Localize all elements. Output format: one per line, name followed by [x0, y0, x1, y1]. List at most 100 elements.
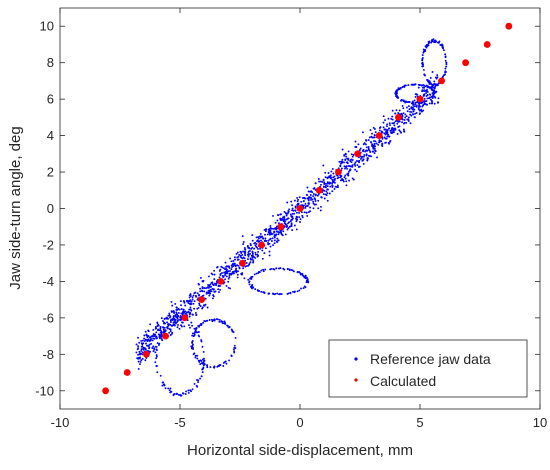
- reference-point: [370, 141, 373, 144]
- reference-point: [232, 348, 235, 351]
- reference-point: [200, 340, 203, 343]
- reference-point: [210, 290, 213, 293]
- reference-point: [222, 275, 225, 278]
- reference-point: [196, 292, 199, 295]
- reference-point: [168, 389, 171, 392]
- reference-point: [436, 74, 439, 77]
- reference-point: [191, 340, 194, 342]
- reference-point: [345, 155, 348, 158]
- reference-point: [373, 136, 376, 139]
- reference-point: [414, 103, 417, 106]
- reference-point: [138, 353, 141, 356]
- reference-point: [344, 177, 347, 180]
- reference-point: [265, 228, 268, 231]
- reference-point: [196, 331, 199, 334]
- reference-point: [281, 234, 284, 237]
- reference-point: [402, 107, 405, 110]
- reference-point: [208, 319, 211, 321]
- reference-point: [192, 294, 195, 297]
- reference-point: [413, 108, 416, 111]
- reference-point: [175, 306, 178, 309]
- reference-point: [180, 308, 183, 310]
- calculated-point: [296, 205, 304, 212]
- reference-point: [190, 321, 193, 324]
- reference-point: [306, 214, 309, 217]
- reference-point: [218, 269, 221, 272]
- reference-point: [201, 290, 204, 293]
- reference-point: [431, 84, 434, 87]
- reference-point: [169, 328, 172, 331]
- reference-point: [302, 275, 305, 277]
- reference-point: [421, 105, 424, 108]
- reference-point: [429, 76, 432, 79]
- reference-point: [156, 325, 159, 327]
- reference-point: [261, 235, 264, 238]
- reference-point: [422, 50, 425, 53]
- reference-point: [244, 265, 247, 268]
- reference-point: [431, 71, 434, 73]
- reference-point: [249, 249, 251, 252]
- calculated-point: [483, 41, 491, 48]
- reference-point: [192, 302, 195, 305]
- reference-point: [304, 286, 307, 289]
- reference-point: [190, 390, 193, 393]
- reference-point: [148, 347, 151, 350]
- reference-point: [339, 179, 342, 182]
- reference-point: [246, 258, 249, 261]
- reference-point: [392, 128, 395, 130]
- reference-point: [231, 266, 233, 268]
- reference-point: [407, 84, 410, 87]
- reference-point: [183, 325, 186, 328]
- reference-point: [326, 192, 329, 195]
- reference-point: [311, 198, 314, 201]
- reference-point: [276, 214, 279, 216]
- reference-point: [154, 327, 157, 330]
- reference-point: [262, 237, 264, 240]
- reference-point: [372, 136, 375, 139]
- reference-point: [329, 185, 332, 188]
- reference-point: [444, 53, 447, 56]
- reference-point: [416, 93, 419, 96]
- reference-point: [326, 182, 328, 185]
- reference-point: [290, 218, 293, 221]
- reference-point: [358, 165, 361, 168]
- reference-point: [421, 90, 424, 93]
- reference-point: [233, 346, 236, 349]
- reference-point: [323, 197, 326, 200]
- reference-point: [158, 329, 161, 332]
- reference-point: [235, 267, 238, 270]
- reference-point: [230, 272, 233, 275]
- reference-point: [199, 290, 202, 293]
- reference-point: [258, 271, 261, 274]
- reference-point: [301, 216, 304, 219]
- reference-point: [428, 102, 431, 105]
- reference-point: [343, 176, 346, 179]
- reference-point: [296, 290, 299, 293]
- reference-point: [345, 184, 348, 187]
- reference-point: [441, 44, 444, 47]
- reference-point: [354, 168, 357, 171]
- reference-point: [415, 104, 418, 107]
- reference-point: [265, 240, 268, 242]
- reference-point: [269, 245, 272, 248]
- reference-point: [178, 327, 181, 330]
- reference-point: [376, 156, 378, 159]
- reference-point: [262, 270, 265, 273]
- reference-point: [388, 122, 391, 125]
- reference-point: [353, 163, 356, 166]
- reference-point: [421, 62, 424, 65]
- reference-point: [154, 351, 157, 354]
- reference-point: [401, 118, 404, 121]
- reference-point: [232, 260, 235, 262]
- reference-point: [182, 308, 185, 311]
- reference-point: [302, 287, 305, 290]
- reference-point: [192, 343, 194, 346]
- reference-point: [233, 263, 236, 266]
- reference-point: [201, 345, 204, 348]
- reference-point: [196, 354, 199, 357]
- reference-point: [391, 122, 394, 125]
- reference-point: [303, 196, 305, 199]
- reference-point: [350, 153, 353, 156]
- reference-point: [181, 392, 184, 395]
- reference-point: [242, 267, 245, 270]
